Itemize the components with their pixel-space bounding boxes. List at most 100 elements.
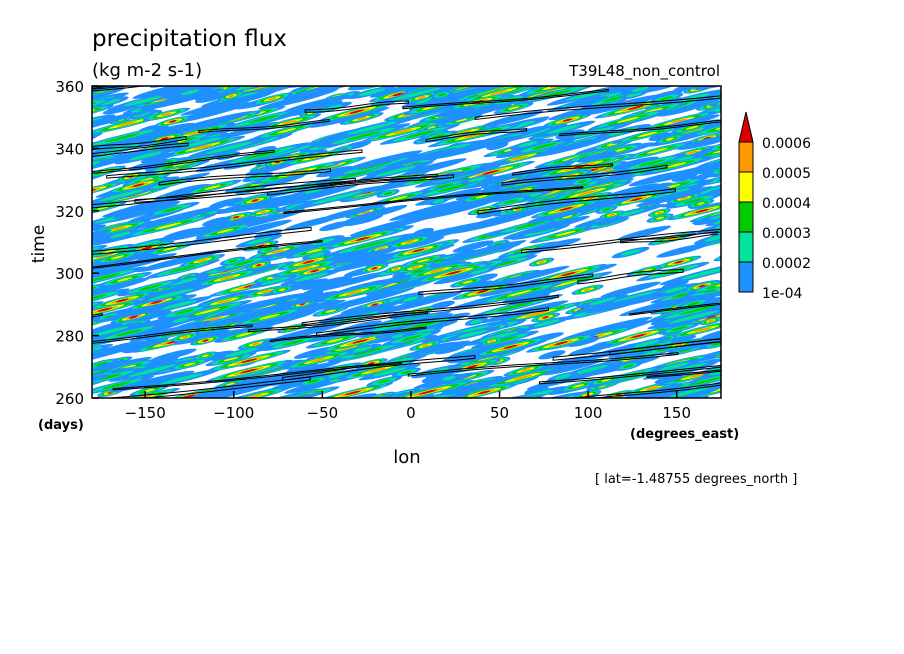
precip-cell: [107, 91, 179, 111]
precip-cell: [721, 398, 761, 414]
precip-cell: [95, 312, 123, 322]
precip-cell: [648, 132, 672, 142]
precip-cell: [52, 295, 79, 307]
precip-cell: [131, 204, 227, 230]
precip-cell: [341, 247, 398, 263]
contour-line: [315, 307, 549, 337]
precip-cell: [664, 319, 721, 340]
contour-line: [92, 142, 189, 157]
precip-cell: [378, 291, 463, 314]
precip-cell: [92, 260, 150, 282]
precip-cell: [566, 96, 606, 108]
precip-cell: [567, 336, 600, 347]
precip-cell: [112, 122, 195, 145]
precip-cell: [158, 274, 210, 289]
precip-cell: [699, 316, 721, 326]
precip-cell: [460, 174, 494, 185]
precip-cell: [117, 337, 169, 352]
precip-cell: [624, 337, 670, 350]
precip-cell: [417, 122, 447, 133]
precip-cell: [92, 261, 100, 271]
chart-title: precipitation flux: [92, 26, 287, 52]
precip-cell: [270, 259, 340, 278]
precip-cell: [92, 173, 102, 197]
precip-cell: [397, 236, 445, 250]
colorbar-label: 0.0003: [762, 226, 811, 242]
experiment-label: T39L48_non_control: [568, 62, 720, 81]
precip-cell: [219, 256, 246, 266]
latitude-note: [ lat=-1.48755 degrees_north ]: [595, 472, 797, 487]
chart-units: (kg m-2 s-1): [92, 60, 202, 81]
precip-cell: [92, 323, 123, 334]
precip-cell: [678, 131, 721, 150]
colorbar-extend-triangle: [738, 111, 754, 143]
precip-cell: [485, 191, 523, 203]
precip-cell: [593, 285, 679, 308]
precip-cell: [211, 293, 306, 318]
precip-cell: [475, 281, 564, 305]
precip-cell: [93, 359, 129, 371]
precip-cell: [145, 296, 212, 314]
precip-cell: [198, 222, 235, 234]
colorbar-swatch: [738, 201, 754, 233]
precip-cell: [106, 176, 170, 194]
precip-cell: [328, 340, 409, 363]
precip-cell: [217, 91, 245, 101]
precip-cell: [92, 323, 165, 343]
precip-cell: [237, 195, 273, 206]
precip-cell: [222, 387, 289, 398]
precip-cell: [667, 201, 721, 221]
precip-cell: [641, 111, 717, 131]
precip-cell: [588, 109, 669, 131]
precip-cell: [538, 350, 566, 360]
precip-cell: [624, 86, 656, 95]
precip-cell: [205, 352, 257, 367]
colorbar-swatch: [738, 231, 754, 263]
precip-cell: [668, 331, 721, 353]
precip-cell: [585, 292, 667, 314]
precip-cell: [305, 332, 365, 349]
precip-cell: [142, 107, 191, 122]
precip-cell: [528, 257, 555, 267]
precip-cell: [616, 153, 688, 173]
precip-cell: [559, 195, 637, 216]
precip-cell: [671, 172, 698, 182]
precip-cell: [648, 208, 671, 217]
precip-cell: [384, 264, 408, 274]
precip-cell: [620, 141, 695, 161]
precip-cell: [531, 312, 561, 323]
precip-cell: [235, 234, 283, 248]
contour-line: [92, 149, 275, 174]
precip-cell: [163, 112, 250, 136]
colorbar-label: 0.0004: [762, 196, 811, 212]
colorbar-swatch: [738, 261, 754, 293]
precip-cell: [611, 246, 650, 259]
precip-cell: [557, 379, 599, 392]
precip-cell: [92, 252, 154, 277]
colorbar-label: 0.0006: [762, 136, 811, 152]
precip-cell: [412, 227, 434, 237]
contour-line: [198, 118, 330, 134]
precip-cell: [503, 363, 548, 377]
contour-line: [92, 177, 356, 209]
precip-cell: [206, 349, 291, 372]
contour-line: [304, 100, 409, 113]
precip-cell: [92, 104, 114, 119]
precip-cell: [127, 158, 170, 172]
precip-cell: [291, 264, 338, 278]
precip-cell: [387, 235, 433, 249]
precip-cell: [252, 121, 321, 140]
precip-cell: [656, 255, 702, 269]
precip-cell: [129, 384, 169, 397]
precip-cell: [680, 273, 721, 299]
precip-cell: [434, 344, 466, 355]
precip-cell: [501, 288, 554, 304]
precip-cell: [530, 199, 602, 219]
precip-cell: [403, 261, 472, 280]
precip-cell: [317, 123, 411, 148]
precip-cell: [440, 114, 483, 127]
contour-line: [501, 164, 668, 186]
precip-cell: [482, 265, 570, 289]
precip-cell: [290, 291, 340, 305]
